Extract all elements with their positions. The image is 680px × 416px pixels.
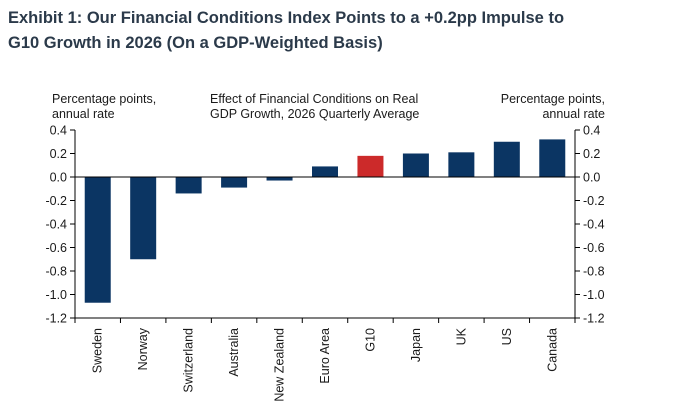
bar-japan xyxy=(402,153,429,177)
y-tick-label-right: -1.0 xyxy=(583,288,605,302)
y-tick-label-right: -0.2 xyxy=(583,194,605,208)
bar-canada xyxy=(539,139,566,177)
chart-title-line: Effect of Financial Conditions on Real xyxy=(210,92,418,106)
y-tick-label-left: -0.2 xyxy=(45,194,67,208)
bar-euro-area xyxy=(312,166,338,177)
y-tick-label-left: 0.2 xyxy=(50,147,67,161)
y-tick-label-left: -1.0 xyxy=(45,288,67,302)
x-tick-label-norway: Norway xyxy=(136,327,150,370)
bar-new-zealand xyxy=(266,177,293,181)
y-tick-label-right: -0.4 xyxy=(583,218,605,232)
y-tick-label-left: 0.4 xyxy=(50,124,67,138)
y-tick-label-left: -0.6 xyxy=(45,241,67,255)
exhibit-title: Exhibit 1: Our Financial Conditions Inde… xyxy=(8,6,668,56)
y-tick-label-left: -0.8 xyxy=(45,265,67,279)
y-tick-label-right: 0.4 xyxy=(583,124,600,138)
y-tick-label-right: -0.8 xyxy=(583,265,605,279)
y-tick-label-left: -1.2 xyxy=(45,312,67,326)
y-axis-label-right-line: Percentage points, xyxy=(501,92,605,106)
x-tick-label-switzerland: Switzerland xyxy=(182,328,196,393)
y-axis-label-right-line: annual rate xyxy=(542,107,605,121)
x-tick-label-japan: Japan xyxy=(409,328,423,362)
x-tick-label-uk: UK xyxy=(454,327,468,345)
chart-title-line: GDP Growth, 2026 Quarterly Average xyxy=(210,107,419,121)
x-tick-label-us: US xyxy=(500,328,514,345)
exhibit-title-line-2: G10 Growth in 2026 (On a GDP-Weighted Ba… xyxy=(8,34,383,52)
y-tick-label-right: 0.0 xyxy=(583,171,600,185)
y-axis-label-left-line: annual rate xyxy=(52,107,115,121)
x-tick-label-australia: Australia xyxy=(227,328,241,377)
bar-us xyxy=(493,141,520,177)
y-axis-label-left-line: Percentage points, xyxy=(52,92,156,106)
exhibit-title-line-1: Exhibit 1: Our Financial Conditions Inde… xyxy=(8,9,565,27)
x-tick-label-sweden: Sweden xyxy=(91,328,105,373)
bar-g10 xyxy=(357,155,384,177)
x-tick-label-euro-area: Euro Area xyxy=(318,328,332,384)
x-tick-label-g10: G10 xyxy=(363,328,377,352)
y-tick-label-left: 0.0 xyxy=(50,171,67,185)
y-tick-label-right: 0.2 xyxy=(583,147,600,161)
chart-panel: Percentage points, annual rate Effect of F… xyxy=(0,74,680,416)
y-tick-label-left: -0.4 xyxy=(45,218,67,232)
bar-uk xyxy=(448,152,475,177)
bar-sweden xyxy=(84,177,111,303)
bar-norway xyxy=(130,177,157,260)
x-tick-label-canada: Canada xyxy=(545,328,559,372)
x-tick-label-new-zealand: New Zealand xyxy=(273,328,287,402)
bar-switzerland xyxy=(175,177,202,194)
y-tick-label-right: -0.6 xyxy=(583,241,605,255)
bar-australia xyxy=(221,177,248,188)
y-tick-label-right: -1.2 xyxy=(583,312,605,326)
